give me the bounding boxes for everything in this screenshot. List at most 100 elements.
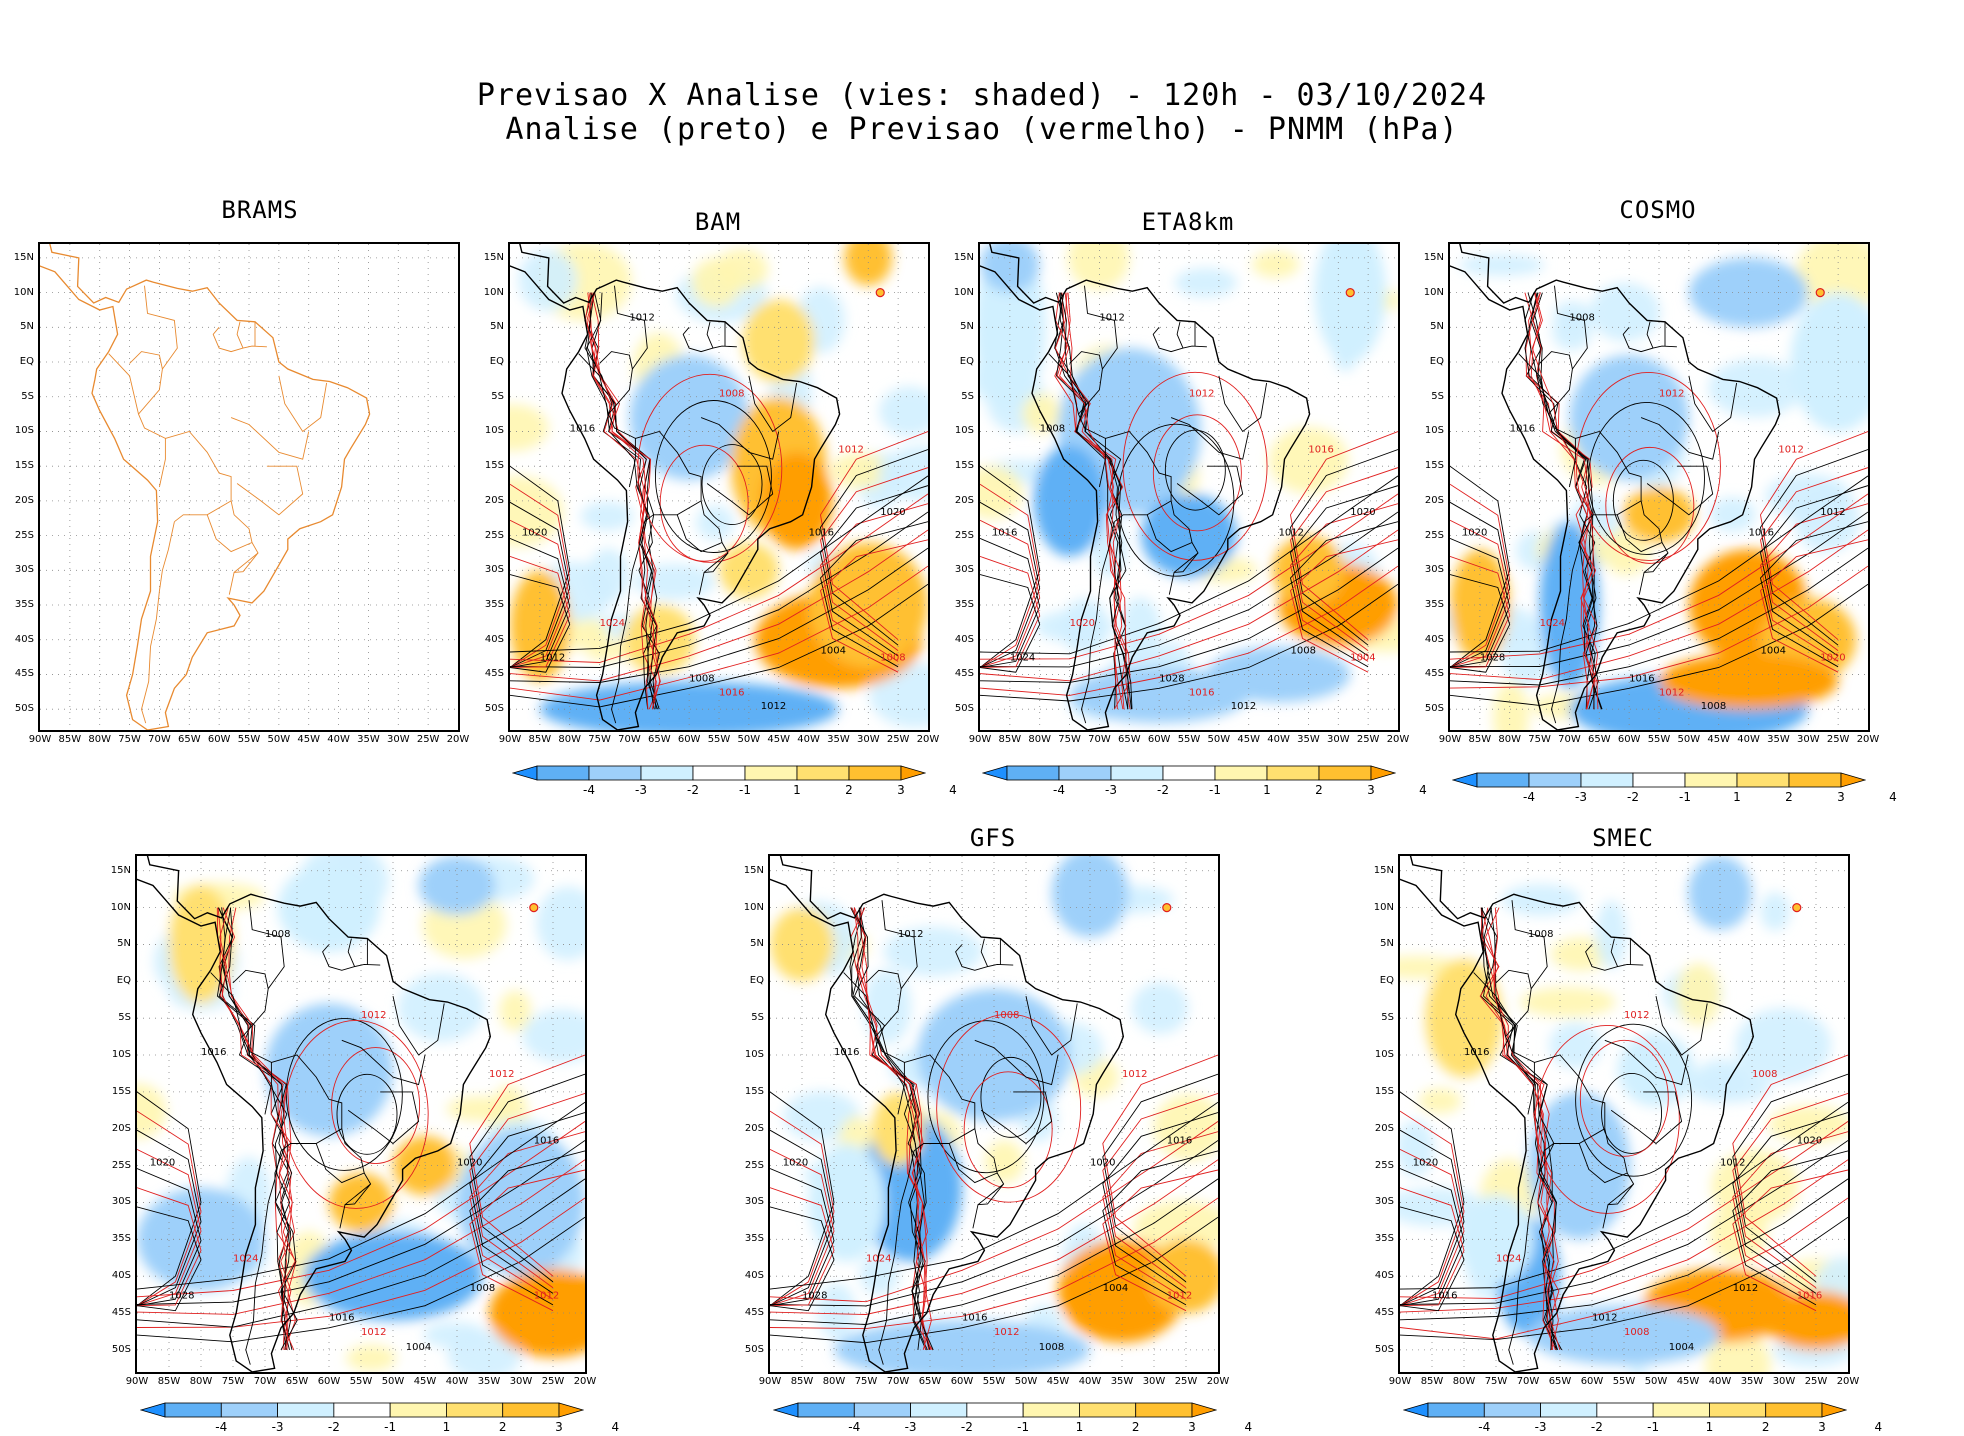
lat-tick-label: 35S (954, 599, 974, 611)
lon-tick-label: 30W (386, 734, 410, 745)
contour-label: 1008 (265, 929, 290, 940)
lat-tick-label: 40S (484, 633, 504, 645)
lon-tick-label: 90W (1438, 734, 1462, 745)
lon-tick-label: 25W (1356, 734, 1380, 745)
colorbar-label: 3 (1367, 783, 1375, 797)
lon-tick-label: 45W (297, 734, 321, 745)
contour-label: 1012 (761, 701, 786, 712)
contour-label: 1004 (1761, 646, 1786, 657)
lon-tick-label: 90W (968, 734, 992, 745)
lat-tick-label: EQ (1429, 356, 1444, 368)
lon-tick-label: 75W (118, 734, 141, 745)
contour-label: 1008 (1040, 423, 1065, 434)
colorbar-label: -2 (1627, 790, 1639, 804)
lat-tick-label: EQ (116, 975, 131, 987)
contour-label: 1028 (1159, 673, 1184, 684)
lon-tick-label: 45W (1237, 734, 1261, 745)
lat-tick-label: 5S (1431, 390, 1444, 402)
lat-tick-label: 45S (1424, 668, 1444, 680)
lon-tick-label: 45W (1707, 734, 1731, 745)
lat-tick-label: 5N (750, 938, 764, 950)
map-panel-bam: 1012 1008 1016 1020 1024 1012 1008 1016 1012 1004… (508, 242, 930, 732)
lat-tick-label: 40S (1424, 633, 1444, 645)
lon-tick-label: 40W (1737, 734, 1760, 745)
lat-lon-grid (510, 244, 928, 730)
contour-label: 1020 (457, 1158, 482, 1169)
lat-tick-label: 10N (743, 901, 764, 913)
lon-tick-label: 65W (1117, 734, 1141, 745)
lat-tick-label: 10N (483, 286, 504, 298)
lat-tick-label: 5S (1381, 1012, 1394, 1024)
lon-tick-label: 90W (125, 1376, 149, 1387)
lat-tick-label: 10N (1373, 901, 1394, 913)
map-svg-gfs: 1012 1008 1016 1020 1024 1028 1016 1012 1008 1004… (770, 856, 1218, 1372)
lat-tick-label: 10S (744, 1049, 764, 1061)
lat-tick-label: 5N (960, 321, 974, 333)
colorbar-swatch (1058, 765, 1112, 781)
contour-label: 1024 (233, 1253, 258, 1264)
lon-tick-label: 55W (1647, 734, 1671, 745)
lat-tick-label: 15N (1423, 251, 1444, 263)
lat-tick-label: 25S (1424, 529, 1444, 541)
lon-tick-label: 80W (558, 734, 582, 745)
lat-tick-label: 10N (953, 286, 974, 298)
map-panel-extra: 1008 1012 1016 1020 1024 1028 1016 1012 1004 1008… (135, 854, 587, 1374)
contour-label: 1008 (1752, 1069, 1777, 1080)
lon-tick-label: 90W (1388, 1376, 1412, 1387)
lon-tick-label: 30W (1796, 734, 1820, 745)
colorbar-label: 4 (1419, 783, 1427, 797)
colorbar-label: 1 (1705, 1420, 1714, 1434)
contour-label: 1008 (719, 389, 744, 400)
lon-tick-label: 25W (1804, 1376, 1828, 1387)
colorbar-label: -2 (960, 1420, 973, 1434)
lon-tick-label: 25W (886, 734, 910, 745)
lat-lon-grid (980, 244, 1398, 730)
contour-label: 1012 (838, 444, 863, 455)
colorbar-swatch (1318, 765, 1372, 781)
colorbar-swatch (1528, 772, 1582, 788)
lat-tick-label: 50S (1374, 1343, 1394, 1355)
colorbar-swatch (1191, 1402, 1217, 1418)
lon-tick-label: 80W (1028, 734, 1052, 745)
colorbar-extra (140, 1402, 584, 1418)
lat-tick-label: EQ (749, 975, 764, 987)
colorbar-swatch (1476, 772, 1530, 788)
lat-tick-label: 10S (1424, 425, 1444, 437)
contour-label: 1012 (1231, 701, 1256, 712)
colorbar-label: -4 (1523, 790, 1535, 804)
contour-label: 1016 (329, 1312, 354, 1323)
contour-label: 1012 (1820, 507, 1845, 518)
lat-tick-label: 15S (484, 460, 504, 472)
contour-label: 1012 (1592, 1312, 1617, 1323)
colorbar-swatch (1596, 1402, 1654, 1418)
lon-tick-label: 25W (541, 1376, 565, 1387)
contour-label: 1008 (1624, 1327, 1649, 1338)
colorbar-label: 1 (1733, 790, 1741, 804)
colorbar-bam (512, 765, 926, 781)
lon-tick-label: 50W (1677, 734, 1701, 745)
lat-tick-label: 15N (953, 251, 974, 263)
lon-tick-label: 65W (177, 734, 201, 745)
lon-tick-label: 85W (1420, 1376, 1444, 1387)
colorbar-swatch (588, 765, 642, 781)
contour-label: 1020 (1350, 507, 1375, 518)
colorbar-swatch (744, 765, 798, 781)
lon-tick-label: 65W (918, 1376, 942, 1387)
colorbar-swatch (1110, 765, 1164, 781)
colorbar-label: -2 (327, 1420, 340, 1434)
colorbar-swatch (1266, 765, 1320, 781)
lon-tick-label: 55W (1612, 1376, 1636, 1387)
lat-tick-label: 25S (14, 529, 34, 541)
lat-tick-label: EQ (1379, 975, 1394, 987)
lat-tick-label: 20S (744, 1122, 764, 1134)
contour-label: 1012 (994, 1327, 1019, 1338)
colorbar-swatch (848, 765, 902, 781)
lon-tick-label: 20W (1386, 734, 1410, 745)
lat-tick-label: EQ (959, 356, 974, 368)
lat-tick-label: 20S (14, 494, 34, 506)
contour-label: 1012 (534, 1290, 559, 1301)
colorbar-swatch (1540, 1402, 1598, 1418)
lon-tick-label: 25W (1826, 734, 1850, 745)
lat-tick-label: 20S (1374, 1122, 1394, 1134)
lat-tick-label: 5S (751, 1012, 764, 1024)
